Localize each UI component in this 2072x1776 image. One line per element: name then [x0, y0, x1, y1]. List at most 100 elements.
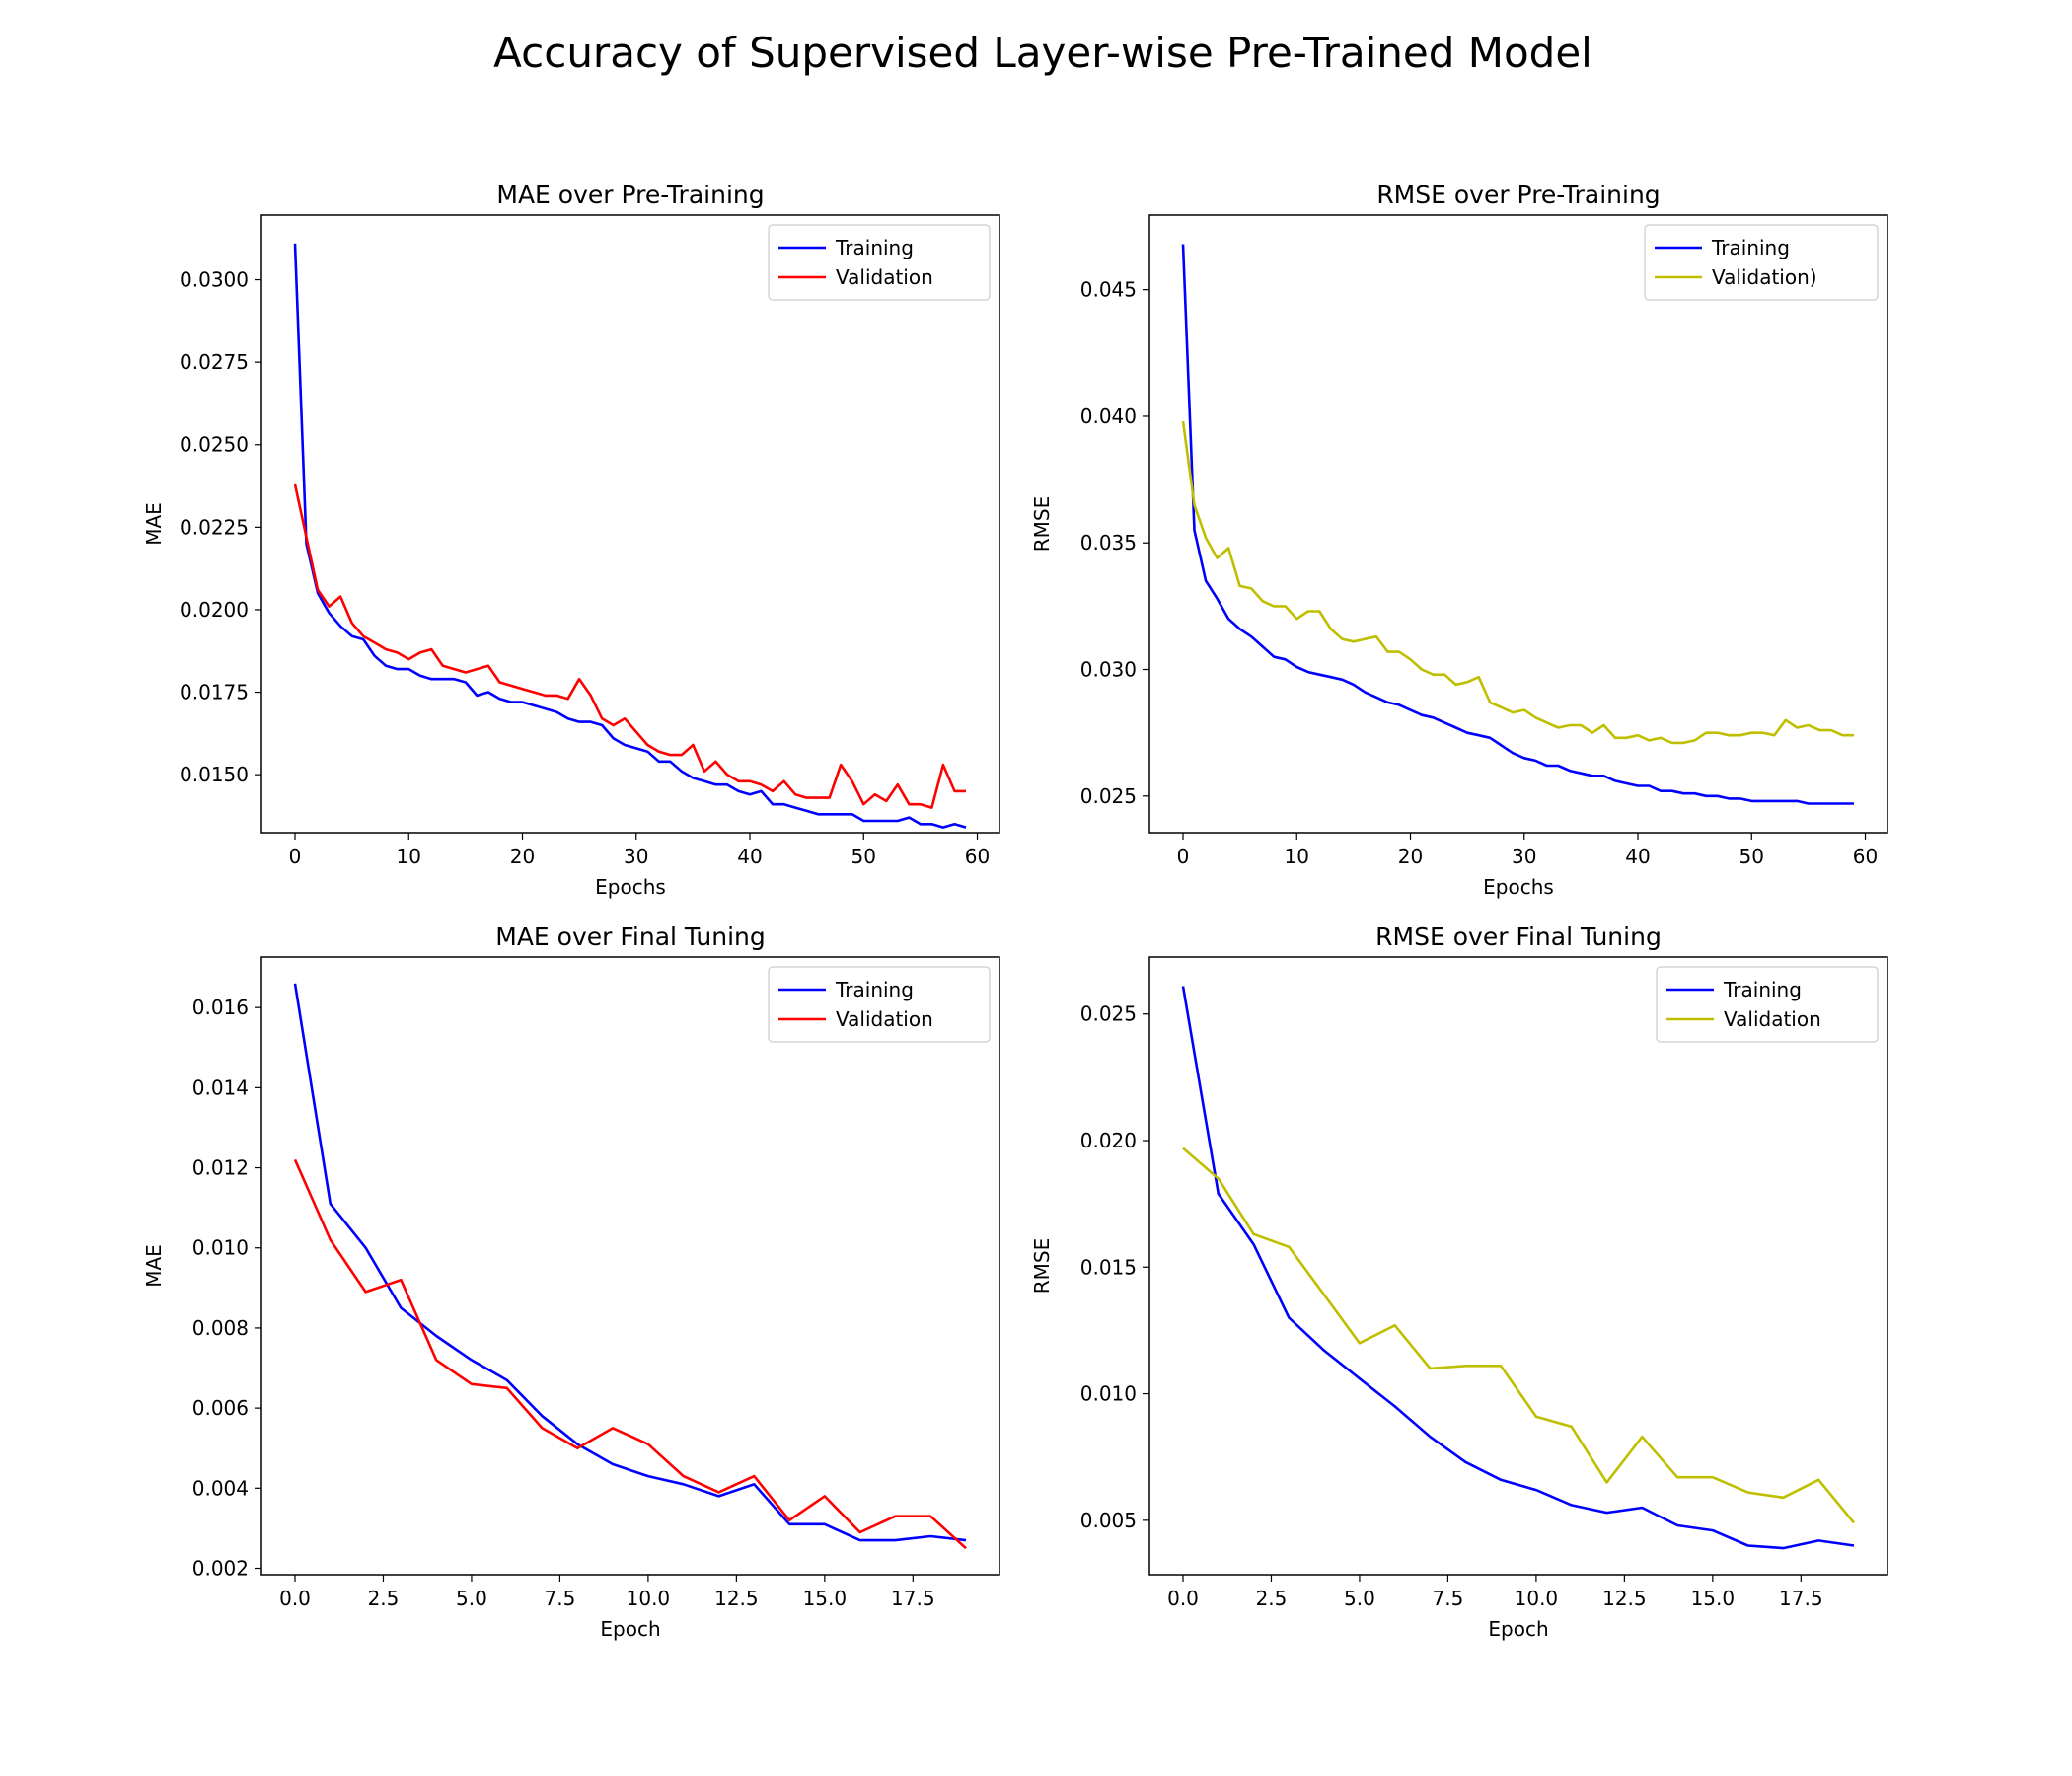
x-tick-label: 10.0	[627, 1587, 671, 1610]
series-line-validation	[293, 483, 966, 809]
y-tick-label: 0.0200	[180, 598, 249, 622]
y-tick-label: 0.0175	[180, 681, 249, 704]
legend-box	[1644, 224, 1879, 301]
axes-frame	[1148, 956, 1888, 1576]
x-tick-label: 10	[397, 845, 421, 868]
series-line-validation	[1182, 1147, 1856, 1524]
subplot-title: RMSE over Final Tuning	[1375, 923, 1662, 951]
x-tick-label: 30	[624, 845, 648, 868]
legend-label: Training	[835, 978, 914, 1001]
legend: Training Validation	[1656, 966, 1879, 1043]
legend: Training Validation)	[1644, 224, 1879, 301]
y-tick-label: 0.0225	[180, 515, 249, 539]
series-line-training	[1181, 986, 1855, 1550]
x-tick-label: 5.0	[1344, 1587, 1375, 1610]
legend-label: Validation	[836, 1007, 933, 1031]
x-tick-label: 0.0	[279, 1587, 311, 1610]
x-axis-label: Epochs	[1483, 875, 1554, 899]
legend: Training Validation	[768, 966, 991, 1043]
x-tick-label: 40	[737, 845, 762, 868]
legend-label: Training	[1723, 978, 1802, 1001]
x-tick-label: 7.5	[1433, 1587, 1464, 1610]
x-tick-label: 17.5	[1779, 1587, 1823, 1610]
x-tick-label: 20	[1398, 845, 1423, 868]
subplot-title: MAE over Final Tuning	[495, 923, 766, 951]
series-line-validation	[293, 1158, 967, 1550]
x-tick-label: 20	[510, 845, 535, 868]
y-tick-label: 0.012	[192, 1156, 249, 1180]
y-tick-label: 0.006	[192, 1396, 249, 1420]
x-tick-label: 12.5	[1602, 1587, 1647, 1610]
x-tick-label: 10	[1285, 845, 1309, 868]
figure-title: Accuracy of Supervised Layer-wise Pre-Tr…	[493, 29, 1592, 77]
x-tick-label: 0	[1177, 845, 1190, 868]
legend-label: Training	[1711, 236, 1790, 259]
y-axis-label: MAE	[142, 1244, 166, 1288]
legend-box	[768, 966, 991, 1043]
x-tick-label: 50	[1739, 845, 1764, 868]
y-tick-label: 0.0275	[180, 350, 249, 374]
x-axis-label: Epochs	[595, 875, 666, 899]
y-tick-label: 0.015	[1080, 1255, 1137, 1279]
series-line-training	[293, 983, 967, 1542]
legend-label: Training	[835, 236, 914, 259]
y-tick-label: 0.030	[1080, 658, 1137, 682]
legend-box	[1656, 966, 1879, 1043]
y-tick-label: 0.0250	[180, 433, 249, 457]
x-tick-label: 12.5	[714, 1587, 759, 1610]
y-tick-label: 0.008	[192, 1316, 249, 1340]
y-tick-label: 0.025	[1080, 1002, 1137, 1026]
x-axis-label: Epoch	[600, 1617, 660, 1641]
y-tick-label: 0.002	[192, 1557, 249, 1581]
x-tick-label: 0	[289, 845, 302, 868]
x-tick-label: 40	[1625, 845, 1650, 868]
y-axis-label: MAE	[142, 502, 166, 546]
subplot-title: RMSE over Pre-Training	[1376, 181, 1660, 209]
x-axis-label: Epoch	[1488, 1617, 1548, 1641]
y-tick-label: 0.010	[1080, 1382, 1137, 1406]
y-tick-label: 0.004	[192, 1476, 249, 1500]
subplot-mae-final-tuning: MAE over Final Tuning 0.0 2.5 5.0 7.5 10.0 12.…	[142, 923, 1000, 1641]
y-tick-label: 0.005	[1080, 1509, 1137, 1532]
series-line-training	[1181, 244, 1854, 805]
x-tick-label: 0.0	[1167, 1587, 1199, 1610]
x-tick-label: 2.5	[1256, 1587, 1288, 1610]
x-tick-label: 50	[851, 845, 876, 868]
legend-label: Validation	[836, 265, 933, 289]
y-tick-label: 0.010	[192, 1236, 249, 1260]
y-axis-label: RMSE	[1030, 496, 1054, 552]
axes-frame	[1148, 214, 1888, 834]
y-tick-label: 0.045	[1080, 278, 1137, 302]
series-line-validation	[1181, 420, 1854, 745]
axes-frame	[260, 214, 1000, 834]
legend: Training Validation	[768, 224, 991, 301]
x-tick-label: 17.5	[891, 1587, 935, 1610]
legend-label: Validation)	[1712, 265, 1817, 289]
x-tick-label: 5.0	[456, 1587, 487, 1610]
y-tick-label: 0.0300	[180, 268, 249, 292]
legend-label: Validation	[1724, 1007, 1821, 1031]
x-tick-label: 15.0	[803, 1587, 848, 1610]
y-tick-label: 0.020	[1080, 1129, 1137, 1152]
y-axis-label: RMSE	[1030, 1238, 1054, 1294]
x-tick-label: 15.0	[1691, 1587, 1736, 1610]
x-tick-label: 2.5	[368, 1587, 400, 1610]
series-line-training	[293, 243, 967, 829]
subplot-rmse-final-tuning: RMSE over Final Tuning 0.0 2.5 5.0 7.5 10.0 12…	[1030, 923, 1888, 1641]
y-tick-label: 0.014	[192, 1075, 249, 1099]
x-tick-label: 7.5	[545, 1587, 576, 1610]
x-tick-label: 30	[1512, 845, 1536, 868]
subplot-mae-pretraining: MAE over Pre-Training 0 10 20 30 40 50 60 0.0150…	[142, 181, 1000, 899]
x-tick-label: 60	[965, 845, 990, 868]
subplot-rmse-pretraining: RMSE over Pre-Training 0 10 20 30 40 50 60 0.025…	[1030, 181, 1888, 899]
axes-frame	[260, 956, 1000, 1576]
y-tick-label: 0.025	[1080, 784, 1137, 808]
y-tick-label: 0.016	[192, 996, 249, 1019]
y-tick-label: 0.0150	[180, 763, 249, 786]
x-tick-label: 60	[1853, 845, 1878, 868]
y-tick-label: 0.035	[1080, 531, 1137, 555]
legend-box	[768, 224, 991, 301]
subplot-title: MAE over Pre-Training	[496, 181, 764, 209]
